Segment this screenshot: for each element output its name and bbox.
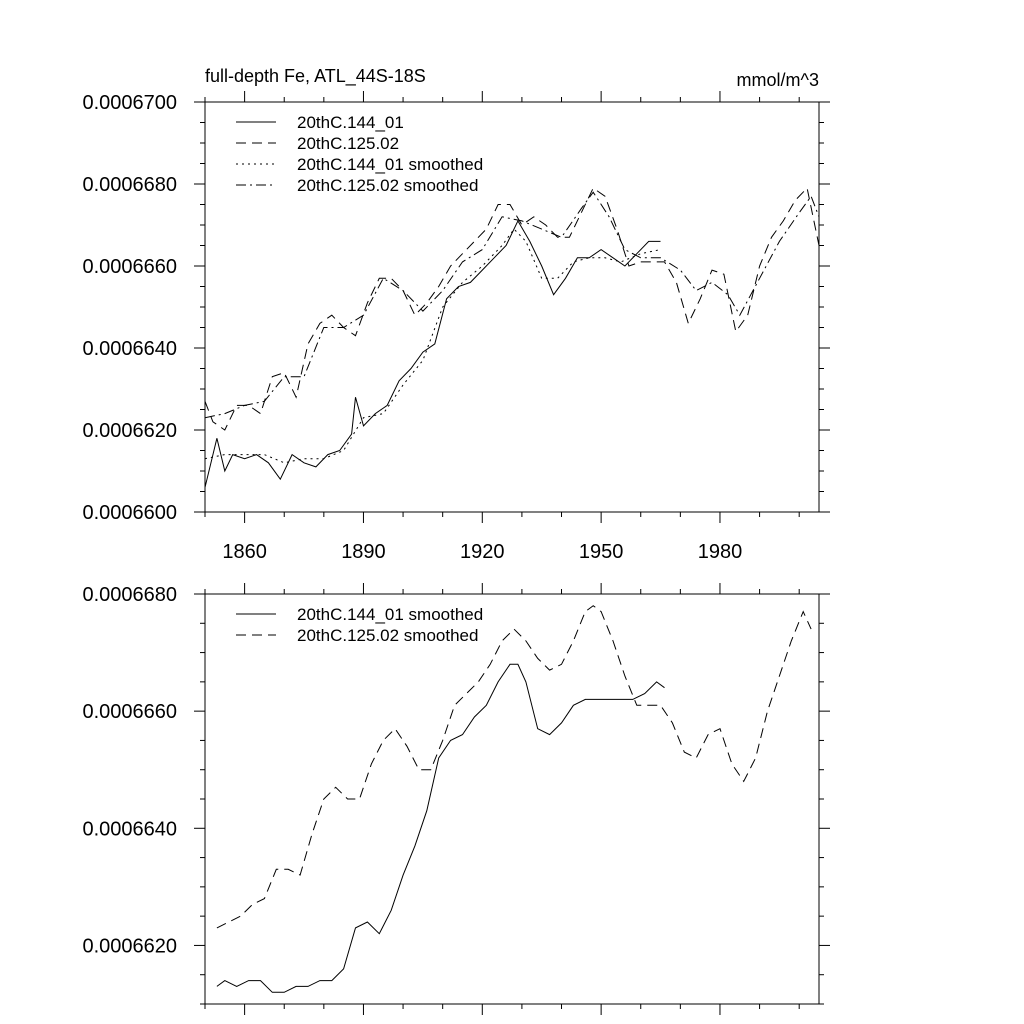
y-tick-label: 0.0006660 [82, 256, 177, 278]
y-tick-label: 0.0006660 [82, 701, 177, 723]
x-tick-label: 1860 [222, 541, 267, 563]
y-tick-label: 0.0006680 [82, 584, 177, 606]
legend-entry-4: 20thC.125.02 smoothed [297, 176, 478, 195]
panel-1: 20thC.144_01 20thC.125.02 20thC.144_01 smo… [194, 91, 830, 523]
x-tick-label: 1890 [341, 541, 386, 563]
y-tick-label: 0.0006680 [82, 174, 177, 196]
y-tick-label: 0.0006700 [82, 92, 177, 114]
legend-entry-2: 20thC.125.02 [297, 134, 399, 153]
series-line-1 [216, 663, 665, 993]
units-label: mmol/m^3 [737, 70, 819, 90]
x-tick-label: 1980 [698, 541, 743, 563]
legend-entry-3: 20thC.144_01 smoothed [297, 155, 483, 174]
legend-entry-1: 20thC.144_01 smoothed [297, 605, 483, 624]
series-line-2 [205, 187, 819, 431]
y-tick-label: 0.0006620 [82, 420, 177, 442]
series-line-1 [205, 219, 661, 488]
panel-2: 20thC.144_01 smoothed 20thC.125.02 smooth… [194, 583, 830, 1015]
x-tick-label: 1920 [460, 541, 505, 563]
series-line-3 [205, 228, 661, 464]
x-tick-label: 1950 [579, 541, 624, 563]
series-line-2 [216, 605, 812, 929]
series-line-4 [205, 191, 819, 419]
chart-title: full-depth Fe, ATL_44S-18S [205, 66, 426, 87]
y-tick-label: 0.0006640 [82, 338, 177, 360]
legend-entry-1: 20thC.144_01 [297, 113, 404, 132]
y-tick-label: 0.0006600 [82, 502, 177, 524]
legend-entry-2: 20thC.125.02 smoothed [297, 626, 478, 645]
y-tick-label: 0.0006640 [82, 818, 177, 840]
y-tick-label: 0.0006620 [82, 935, 177, 957]
